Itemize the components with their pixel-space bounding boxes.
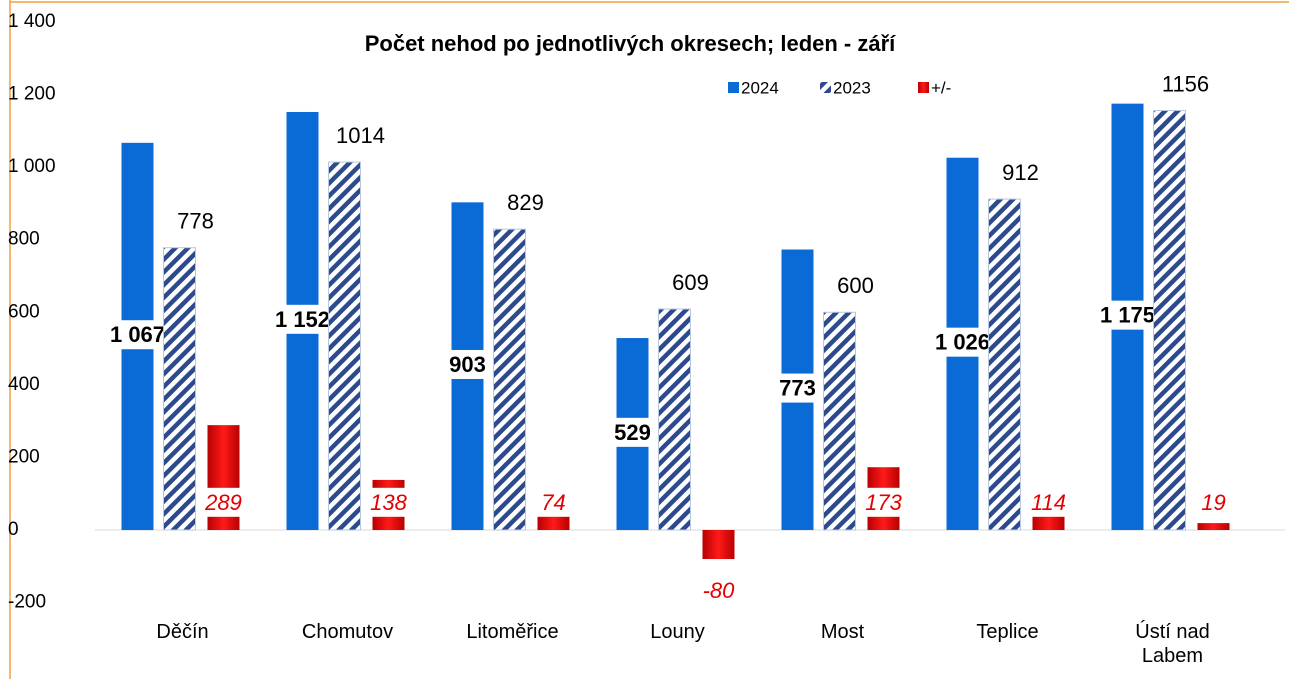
data-label: 1156 — [1162, 71, 1209, 96]
y-tick-label: -200 — [8, 592, 46, 613]
data-label: 1 175 — [1100, 303, 1155, 328]
y-tick-label: 600 — [8, 301, 40, 322]
data-label: 1 152 — [275, 307, 330, 332]
label-background — [270, 304, 335, 334]
x-tick-label: Děčín — [156, 621, 209, 643]
x-tick-label: Teplice — [976, 621, 1039, 643]
x-tick-label: Litoměřice — [466, 621, 559, 643]
label-background — [537, 487, 570, 517]
data-label: 773 — [779, 376, 816, 401]
x-tick-label: Ústí nad Labem — [1135, 621, 1210, 667]
data-label: 1 026 — [935, 330, 990, 355]
label-background — [1095, 300, 1160, 330]
y-tick-label: 1 400 — [8, 11, 56, 32]
bar — [823, 311, 856, 531]
legend-swatch — [820, 82, 831, 93]
y-tick-label: 200 — [8, 446, 40, 467]
data-label: 138 — [370, 490, 407, 515]
label-background — [610, 417, 655, 447]
data-label: 19 — [1201, 490, 1225, 515]
bar — [328, 161, 361, 531]
y-tick-label: 800 — [8, 229, 40, 250]
data-label: 829 — [507, 190, 544, 215]
chart-title: Počet nehod po jednotlivých okresech; le… — [365, 31, 896, 56]
bar — [1197, 523, 1230, 530]
label-background — [861, 487, 907, 517]
data-label: 1014 — [336, 123, 385, 148]
legend-label: 2023 — [833, 78, 871, 97]
y-tick-label: 1 000 — [8, 156, 56, 177]
y-tick-label: 0 — [8, 519, 19, 540]
label-background — [200, 487, 246, 517]
bar — [1153, 110, 1186, 531]
bar — [493, 228, 526, 531]
legend-label: +/- — [931, 78, 951, 97]
y-tick-label: 400 — [8, 374, 40, 395]
data-label: 609 — [672, 270, 709, 295]
bar — [702, 530, 735, 560]
label-background — [1026, 487, 1071, 517]
legend-swatch — [918, 82, 929, 93]
label-background — [775, 373, 820, 403]
data-label: 289 — [204, 490, 242, 515]
label-background — [445, 349, 490, 379]
data-label: 912 — [1002, 160, 1039, 185]
label-background — [105, 320, 170, 350]
x-tick-label: Chomutov — [301, 621, 394, 643]
bar — [163, 247, 196, 531]
data-label: 114 — [1031, 490, 1066, 515]
data-label: 778 — [177, 209, 214, 234]
data-label: 173 — [865, 490, 902, 515]
y-tick-label: 1 200 — [8, 84, 56, 105]
data-label: 600 — [837, 273, 874, 298]
label-background — [930, 327, 995, 357]
bar — [988, 198, 1021, 531]
x-tick-label: Louny — [650, 621, 705, 643]
data-label: 903 — [449, 352, 486, 377]
data-label: 74 — [541, 490, 565, 515]
label-background — [366, 487, 412, 517]
data-label: -80 — [703, 578, 736, 603]
legend-swatch — [728, 82, 739, 93]
legend-label: 2024 — [741, 78, 779, 97]
label-background — [1197, 487, 1230, 517]
data-label: 529 — [614, 420, 651, 445]
bar — [658, 308, 691, 531]
data-label: 1 067 — [110, 322, 165, 347]
x-tick-label: Most — [820, 621, 865, 643]
